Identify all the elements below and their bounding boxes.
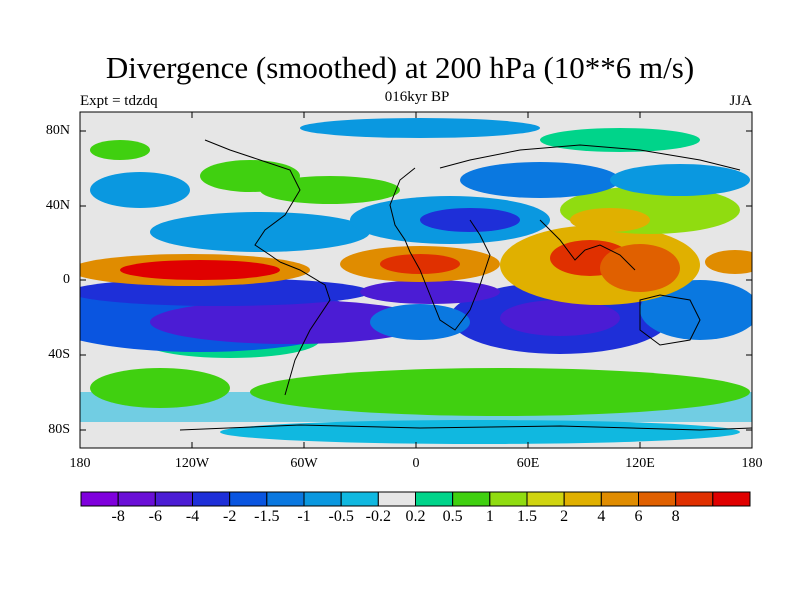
axis-ticks bbox=[80, 112, 752, 448]
colorbar-swatch bbox=[600, 491, 639, 507]
colorbar-swatch bbox=[377, 491, 417, 507]
divergence-field bbox=[80, 112, 752, 448]
colorbar-swatch bbox=[526, 491, 565, 507]
colorbar-label: -6 bbox=[148, 508, 162, 525]
lat-tick-label: 40N bbox=[45, 198, 70, 213]
season-label: JJA bbox=[729, 93, 752, 109]
colorbar-label: -1 bbox=[297, 508, 311, 525]
colorbar-swatch bbox=[80, 491, 119, 507]
colorbar-swatch bbox=[192, 491, 231, 507]
colorbar-label: -1.5 bbox=[254, 508, 280, 525]
period-label: 016kyr BP bbox=[384, 89, 450, 105]
colorbar-label: 2 bbox=[560, 508, 569, 525]
lat-tick-label: 80S bbox=[48, 422, 70, 437]
lat-tick-label: 80N bbox=[45, 123, 70, 138]
colorbar-swatch bbox=[638, 491, 677, 507]
colorbar-label: -4 bbox=[185, 508, 200, 525]
colorbar-label: 8 bbox=[671, 508, 680, 525]
colorbar-swatch bbox=[303, 491, 342, 507]
colorbar-swatch bbox=[340, 491, 379, 507]
lon-tick-label: 120W bbox=[174, 456, 210, 471]
colorbar-swatch bbox=[266, 491, 305, 507]
lon-tick-label: 180 bbox=[741, 456, 763, 471]
colorbar-swatch bbox=[415, 491, 454, 507]
coastlines bbox=[179, 139, 752, 431]
lon-tick-label: 60W bbox=[290, 456, 318, 471]
colorbar-swatch bbox=[117, 491, 156, 507]
colorbar-swatch bbox=[712, 491, 751, 507]
colorbar-label: -8 bbox=[111, 508, 125, 525]
lat-tick-label: 0 bbox=[63, 272, 70, 287]
colorbar-label: -0.2 bbox=[365, 508, 391, 525]
lat-tick-label: 40S bbox=[48, 347, 70, 362]
colorbar-label: 0.5 bbox=[442, 508, 463, 525]
colorbar-label: 6 bbox=[634, 508, 643, 525]
colorbar-label: 0.2 bbox=[405, 508, 426, 525]
experiment-label: Expt = tdzdq bbox=[80, 93, 158, 109]
lon-tick-label: 120E bbox=[625, 456, 655, 471]
colorbar bbox=[80, 491, 751, 507]
colorbar-label: 1.5 bbox=[517, 508, 537, 525]
lon-tick-label: 0 bbox=[412, 456, 420, 471]
colorbar-label: 4 bbox=[597, 508, 606, 525]
colorbar-swatch bbox=[675, 491, 714, 507]
colorbar-label: 1 bbox=[485, 508, 494, 525]
lon-tick-label: 180 bbox=[69, 456, 91, 471]
lon-tick-label: 60E bbox=[516, 456, 540, 471]
map-title: Divergence (smoothed) at 200 hPa (10**6 … bbox=[105, 50, 695, 85]
colorbar-label: -2 bbox=[222, 508, 237, 525]
colorbar-swatch bbox=[452, 491, 491, 507]
colorbar-swatch bbox=[229, 491, 268, 507]
colorbar-swatch bbox=[154, 491, 193, 507]
colorbar-swatch bbox=[563, 491, 602, 507]
colorbar-swatch bbox=[489, 491, 528, 507]
colorbar-label: -0.5 bbox=[328, 508, 354, 525]
